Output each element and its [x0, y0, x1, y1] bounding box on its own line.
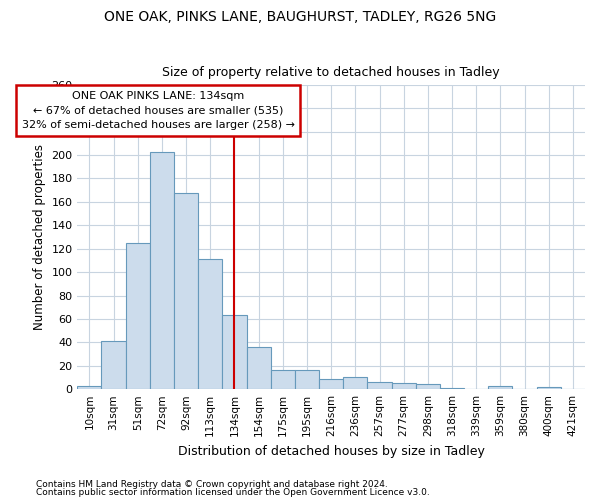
Bar: [271, 370, 295, 389]
Bar: [223, 316, 247, 389]
Bar: [536, 387, 561, 389]
Bar: [488, 386, 512, 389]
Text: ONE OAK, PINKS LANE, BAUGHURST, TADLEY, RG26 5NG: ONE OAK, PINKS LANE, BAUGHURST, TADLEY, …: [104, 10, 496, 24]
Y-axis label: Number of detached properties: Number of detached properties: [32, 144, 46, 330]
Bar: [150, 152, 174, 389]
Bar: [77, 386, 101, 389]
Text: Contains public sector information licensed under the Open Government Licence v3: Contains public sector information licen…: [36, 488, 430, 497]
Bar: [319, 378, 343, 389]
Bar: [295, 370, 319, 389]
Title: Size of property relative to detached houses in Tadley: Size of property relative to detached ho…: [163, 66, 500, 80]
Text: ONE OAK PINKS LANE: 134sqm
← 67% of detached houses are smaller (535)
32% of sem: ONE OAK PINKS LANE: 134sqm ← 67% of deta…: [22, 90, 295, 130]
X-axis label: Distribution of detached houses by size in Tadley: Distribution of detached houses by size …: [178, 444, 485, 458]
Text: Contains HM Land Registry data © Crown copyright and database right 2024.: Contains HM Land Registry data © Crown c…: [36, 480, 388, 489]
Bar: [198, 259, 223, 389]
Bar: [416, 384, 440, 389]
Bar: [392, 384, 416, 389]
Bar: [174, 192, 198, 389]
Bar: [101, 341, 125, 389]
Bar: [343, 378, 367, 389]
Bar: [367, 382, 392, 389]
Bar: [247, 347, 271, 389]
Bar: [440, 388, 464, 389]
Bar: [125, 243, 150, 389]
